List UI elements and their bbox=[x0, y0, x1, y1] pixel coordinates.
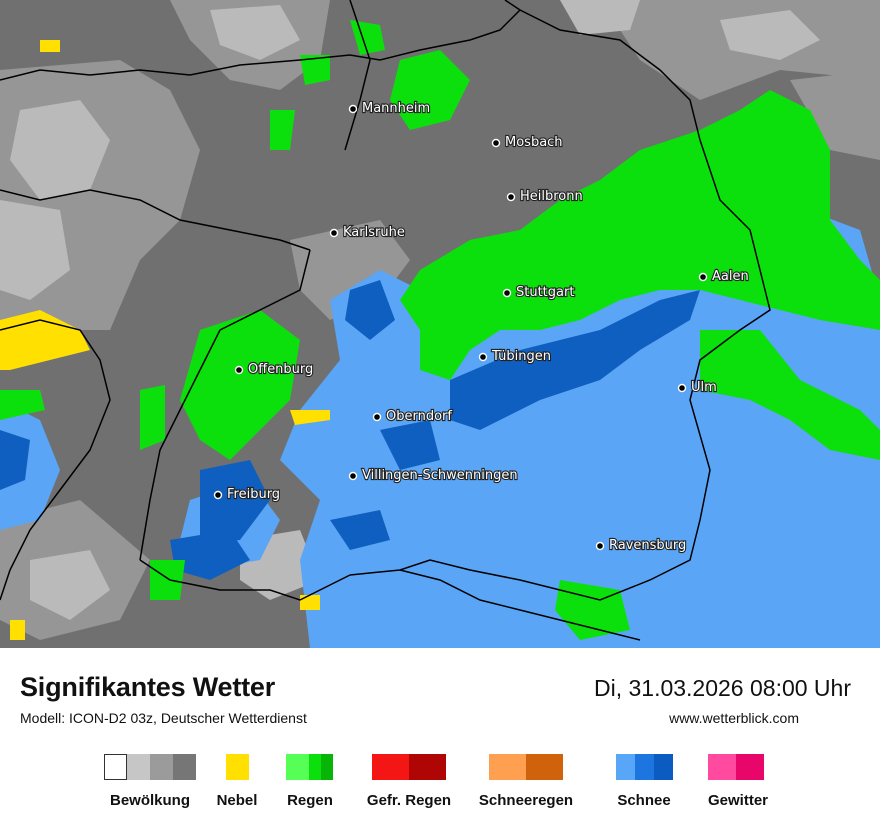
city-label: Villingen-Schwenningen bbox=[362, 468, 518, 483]
city-freiburg: Freiburg bbox=[213, 486, 281, 503]
legend-swatch bbox=[635, 754, 654, 780]
city-label: Oberndorf bbox=[386, 409, 452, 424]
forecast-datetime: Di, 31.03.2026 08:00 Uhr bbox=[593, 675, 851, 701]
legend-label: Bewölkung bbox=[109, 792, 191, 809]
city-heilbronn: Heilbronn bbox=[506, 188, 584, 205]
model-source: Modell: ICON-D2 03z, Deutscher Wetterdie… bbox=[20, 710, 307, 726]
legend-swatch bbox=[616, 754, 635, 780]
map-title: Signifikantes Wetter bbox=[20, 672, 276, 702]
city-label: Aalen bbox=[712, 269, 749, 284]
legend-regen: Regen bbox=[286, 754, 333, 809]
city-mannheim: Mannheim bbox=[348, 100, 431, 117]
legend-swatch bbox=[489, 754, 526, 780]
legend-swatch bbox=[409, 754, 446, 780]
city-markers: Mannheim Mosbach Heilbronn Karlsruhe Stu… bbox=[213, 100, 750, 554]
legend-bewoelkung: Bewölkung bbox=[104, 754, 196, 809]
legend-swatch bbox=[309, 754, 321, 780]
city-tuebingen: Tübingen bbox=[478, 348, 552, 365]
snow-dark-area bbox=[0, 280, 700, 580]
city-label: Stuttgart bbox=[516, 285, 574, 300]
city-ravensburg: Ravensburg bbox=[595, 537, 687, 554]
legend-swatch bbox=[127, 754, 150, 780]
legend-swatch bbox=[654, 754, 673, 780]
city-label: Mosbach bbox=[505, 135, 563, 150]
city-label: Mannheim bbox=[362, 101, 430, 116]
legend-label: Regen bbox=[287, 792, 333, 809]
legend-swatch bbox=[321, 754, 333, 780]
legend-swatch bbox=[104, 754, 127, 780]
city-villingen-schwenningen: Villingen-Schwenningen bbox=[348, 467, 519, 484]
cloud-cover-light bbox=[0, 0, 820, 620]
city-label: Offenburg bbox=[248, 362, 313, 377]
city-aalen: Aalen bbox=[698, 268, 750, 285]
city-label: Heilbronn bbox=[520, 189, 583, 204]
city-karlsruhe: Karlsruhe bbox=[329, 224, 406, 241]
city-label: Karlsruhe bbox=[343, 225, 405, 240]
legend-swatch bbox=[708, 754, 736, 780]
legend-gewitter: Gewitter bbox=[708, 754, 768, 809]
legend-label: Nebel bbox=[216, 792, 258, 809]
map-footer: Signifikantes Wetter Modell: ICON-D2 03z… bbox=[0, 648, 880, 830]
legend-swatch bbox=[372, 754, 409, 780]
legend-label: Gefr. Regen bbox=[366, 792, 452, 809]
legend-swatch bbox=[526, 754, 563, 780]
legend-swatch bbox=[150, 754, 173, 780]
city-offenburg: Offenburg bbox=[234, 361, 314, 378]
legend-swatch bbox=[173, 754, 196, 780]
legend-label: Schnee bbox=[617, 792, 671, 809]
legend-schnee: Schnee bbox=[616, 754, 673, 809]
website-link[interactable]: www.wetterblick.com bbox=[669, 710, 799, 726]
legend-swatch bbox=[286, 754, 309, 780]
legend-label: Schneeregen bbox=[478, 792, 574, 809]
weather-map: Mannheim Mosbach Heilbronn Karlsruhe Stu… bbox=[0, 0, 880, 648]
city-label: Ulm bbox=[691, 380, 717, 395]
legend-nebel: Nebel bbox=[217, 754, 257, 809]
legend-label: Gewitter bbox=[707, 792, 769, 809]
legend-swatch bbox=[226, 754, 249, 780]
city-label: Freiburg bbox=[227, 487, 280, 502]
city-label: Ravensburg bbox=[609, 538, 686, 553]
city-label: Tübingen bbox=[491, 349, 551, 364]
city-mosbach: Mosbach bbox=[491, 134, 564, 151]
border-lines bbox=[0, 0, 771, 641]
legend-gefr-regen: Gefr. Regen bbox=[367, 754, 451, 809]
legend-swatch bbox=[736, 754, 764, 780]
city-ulm: Ulm bbox=[677, 379, 718, 396]
city-oberndorf: Oberndorf bbox=[372, 408, 453, 425]
legend-schneeregen: Schneeregen bbox=[479, 754, 573, 809]
city-stuttgart: Stuttgart bbox=[502, 284, 576, 301]
